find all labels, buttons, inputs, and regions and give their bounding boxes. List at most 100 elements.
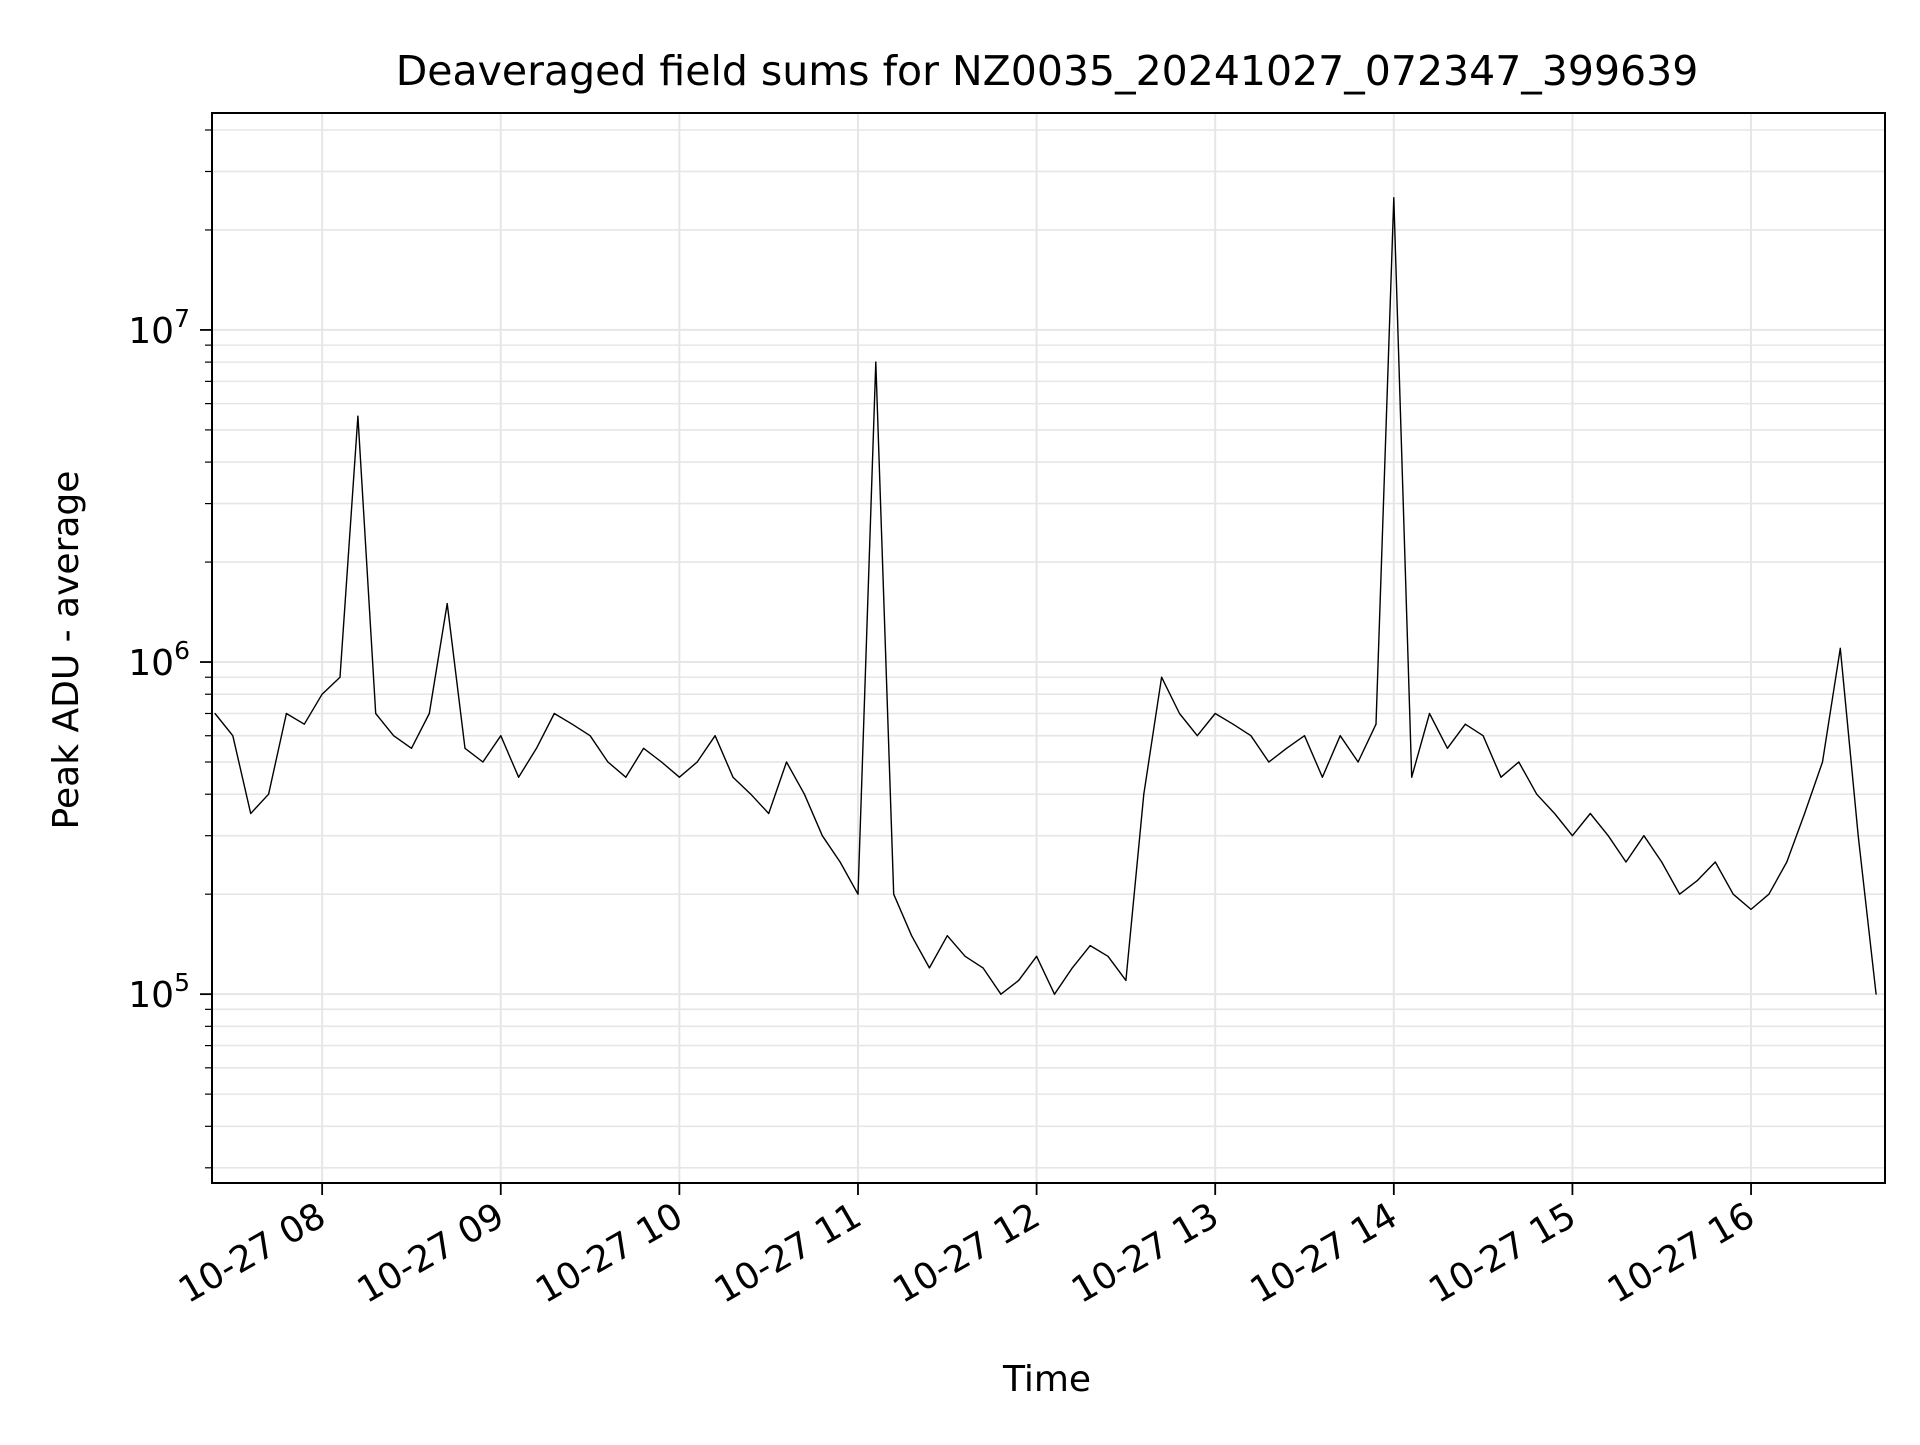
data-point (1464, 723, 1466, 725)
data-point (1178, 712, 1181, 715)
data-point (500, 735, 502, 737)
data-point (464, 747, 466, 749)
data-point (446, 603, 448, 605)
data-point (1625, 861, 1627, 863)
data-point (1089, 945, 1091, 947)
data-point (1446, 747, 1448, 749)
data-point (750, 793, 752, 795)
data-point (553, 712, 555, 715)
data-point (321, 693, 323, 695)
y-tick-label-base: 10 (128, 311, 174, 352)
data-point (660, 761, 663, 763)
data-point (714, 735, 716, 737)
data-point (1071, 967, 1073, 969)
data-point (803, 793, 806, 795)
data-point (1196, 735, 1198, 737)
data-point (375, 712, 377, 715)
data-point (1696, 879, 1699, 882)
chart-title: Deaveraged field sums for NZ0035_2024102… (396, 47, 1699, 95)
data-point (982, 967, 984, 969)
data-point (768, 812, 770, 815)
data-point (678, 776, 681, 778)
data-point (1018, 979, 1020, 982)
data-point (393, 735, 395, 737)
data-point (1714, 861, 1716, 863)
data-point (1500, 776, 1502, 778)
data-point (1250, 735, 1252, 737)
series-layer (214, 197, 1877, 995)
data-point (911, 935, 913, 937)
data-point (1679, 893, 1681, 895)
data-point (946, 935, 948, 937)
y-tick-label-base: 10 (128, 643, 174, 684)
data-point (1571, 835, 1573, 837)
data-point (964, 955, 966, 957)
data-point (1339, 735, 1341, 737)
data-point (285, 712, 287, 715)
data-point (607, 761, 609, 763)
data-point (1518, 761, 1520, 763)
data-point (1125, 979, 1127, 982)
data-point (1232, 723, 1234, 725)
data-point (1750, 908, 1752, 911)
data-point (357, 415, 359, 417)
data-point (1643, 835, 1645, 837)
data-point (303, 723, 305, 725)
data-point (1536, 793, 1538, 795)
data-point (1000, 993, 1002, 995)
y-tick-label-exponent: 7 (174, 304, 190, 333)
data-point (1732, 893, 1734, 895)
data-point (785, 761, 788, 763)
data-point (482, 761, 484, 763)
data-point (1107, 955, 1109, 957)
data-point (1214, 712, 1216, 715)
data-point (232, 735, 234, 737)
data-point (1875, 993, 1877, 995)
data-point (250, 812, 252, 815)
data-point (839, 861, 841, 863)
data-point (1375, 723, 1377, 725)
data-point (1554, 812, 1556, 815)
data-point (535, 747, 538, 749)
data-point (1303, 735, 1306, 737)
data-point (857, 893, 859, 895)
data-point (1428, 712, 1431, 715)
data-point (268, 793, 270, 795)
data-point (821, 835, 823, 837)
data-point (1589, 812, 1591, 815)
data-point (339, 676, 341, 678)
y-tick-label-exponent: 5 (174, 968, 190, 997)
data-point (1357, 761, 1359, 763)
data-point (928, 967, 931, 969)
y-tick-label-base: 10 (128, 975, 174, 1016)
data-point (875, 361, 877, 363)
y-tick-label: 107 (128, 304, 190, 352)
y-tick-label-exponent: 6 (174, 636, 190, 665)
data-point (1161, 676, 1163, 678)
data-point (1286, 747, 1288, 749)
data-point (1411, 776, 1413, 778)
data-point (1143, 793, 1145, 795)
data-point (1053, 993, 1056, 995)
y-tick-label: 106 (128, 636, 190, 684)
data-point (732, 776, 734, 778)
data-point (893, 893, 895, 895)
data-point (1821, 761, 1824, 763)
data-point (625, 776, 627, 778)
data-point (1804, 812, 1806, 815)
data-point (410, 747, 413, 749)
data-point (1268, 761, 1270, 763)
data-point (428, 712, 430, 715)
data-point (643, 747, 645, 749)
data-point (1482, 735, 1484, 737)
data-point (1036, 955, 1038, 957)
data-point (1607, 835, 1609, 837)
x-axis-label: Time (1002, 1359, 1091, 1400)
data-point (1857, 835, 1859, 837)
data-point (589, 735, 591, 737)
axes-frame (211, 112, 1886, 1184)
data-point (1768, 893, 1770, 895)
